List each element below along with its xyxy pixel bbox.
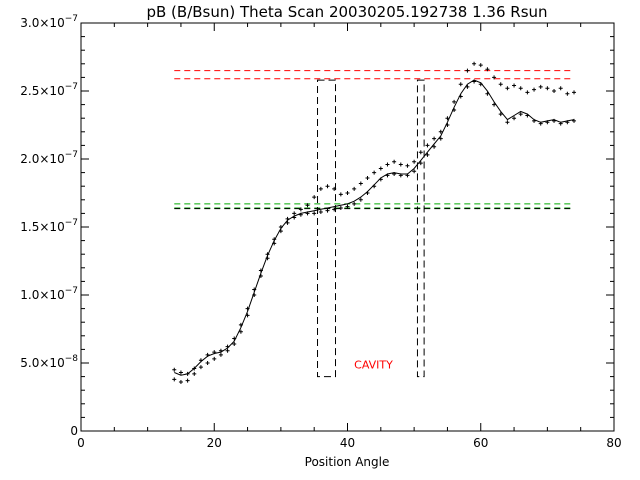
data-point	[412, 169, 417, 174]
y-tick-label: 1.0×10−7	[20, 286, 78, 302]
x-tick-label: 0	[77, 436, 85, 450]
data-point	[338, 192, 343, 197]
data-point	[465, 68, 470, 73]
data-point	[352, 201, 357, 206]
data-point	[505, 120, 510, 125]
y-tick-label: 5.0×10−8	[20, 354, 78, 370]
chart-title: pB (B/Bsun) Theta Scan 20030205.192738 1…	[146, 3, 547, 21]
data-point	[432, 136, 437, 141]
x-axis-label: Position Angle	[305, 455, 390, 469]
data-point	[532, 87, 537, 92]
data-point	[332, 186, 337, 191]
data-point	[478, 63, 483, 68]
data-point	[312, 211, 317, 216]
data-point	[525, 90, 530, 95]
data-point	[325, 184, 330, 189]
data-point	[305, 203, 310, 208]
data-point	[545, 86, 550, 91]
data-point	[352, 186, 357, 191]
data-point	[345, 191, 350, 195]
data-point	[558, 86, 563, 91]
y-tick-label: 2.5×10−7	[20, 82, 78, 98]
data-point	[552, 89, 557, 93]
plot-frame	[80, 22, 615, 432]
data-point	[185, 378, 190, 383]
data-point	[398, 162, 403, 167]
data-point	[405, 163, 410, 168]
data-point	[572, 118, 577, 123]
x-tick-label: 60	[473, 436, 488, 450]
data-point	[518, 86, 523, 91]
data-point	[392, 159, 397, 164]
data-point	[505, 86, 510, 91]
x-tick-label: 80	[606, 436, 621, 450]
data-point	[385, 162, 390, 167]
data-point	[438, 136, 443, 141]
data-point	[212, 356, 217, 361]
data-point	[412, 159, 417, 164]
x-tick-label: 20	[207, 436, 222, 450]
data-point	[458, 82, 463, 87]
data-point	[225, 348, 230, 353]
data-point	[238, 329, 243, 334]
data-point	[172, 367, 177, 372]
data-point	[198, 365, 203, 370]
data-point	[372, 170, 377, 175]
data-point	[518, 112, 523, 117]
data-point	[292, 211, 297, 216]
data-point	[565, 91, 570, 96]
data-point	[512, 83, 517, 88]
y-tick-label: 2.0×10−7	[20, 150, 78, 166]
data-point	[432, 144, 437, 149]
smoothed-series-line	[174, 79, 575, 376]
data-point	[365, 176, 370, 181]
cavity-box	[317, 79, 337, 378]
y-tick-label: 3.0×10−7	[20, 14, 78, 30]
data-point	[538, 84, 543, 89]
data-point	[312, 195, 317, 200]
data-point	[512, 116, 517, 121]
data-point	[358, 181, 363, 186]
data-point	[572, 90, 577, 95]
data-point	[332, 207, 337, 212]
data-point	[192, 371, 197, 376]
data-point	[418, 150, 423, 155]
y-tick-label: 0	[70, 424, 78, 438]
data-point	[358, 197, 363, 202]
data-point	[325, 208, 330, 213]
data-point	[485, 67, 490, 72]
data-point	[378, 166, 383, 171]
data-point	[472, 61, 477, 66]
data-point	[318, 210, 323, 215]
data-point	[285, 220, 290, 225]
data-point	[492, 75, 497, 80]
data-point	[232, 341, 237, 346]
data-point	[425, 152, 430, 157]
data-point	[345, 204, 350, 209]
data-point	[498, 82, 503, 87]
data-point	[498, 112, 503, 117]
data-point	[438, 129, 443, 134]
data-point	[452, 99, 457, 104]
data-point	[298, 207, 303, 212]
cavity-box	[416, 79, 425, 378]
data-point	[418, 161, 423, 166]
data-point	[338, 205, 343, 210]
data-point	[218, 352, 223, 357]
data-point	[318, 186, 323, 191]
data-point	[172, 377, 177, 382]
data-point	[425, 143, 430, 148]
y-tick-label: 1.5×10−7	[20, 218, 78, 234]
data-point	[178, 380, 183, 385]
data-point	[205, 361, 210, 365]
data-point	[178, 370, 183, 375]
x-tick-label: 40	[340, 436, 355, 450]
cavity-annotation: CAVITY	[354, 358, 393, 371]
